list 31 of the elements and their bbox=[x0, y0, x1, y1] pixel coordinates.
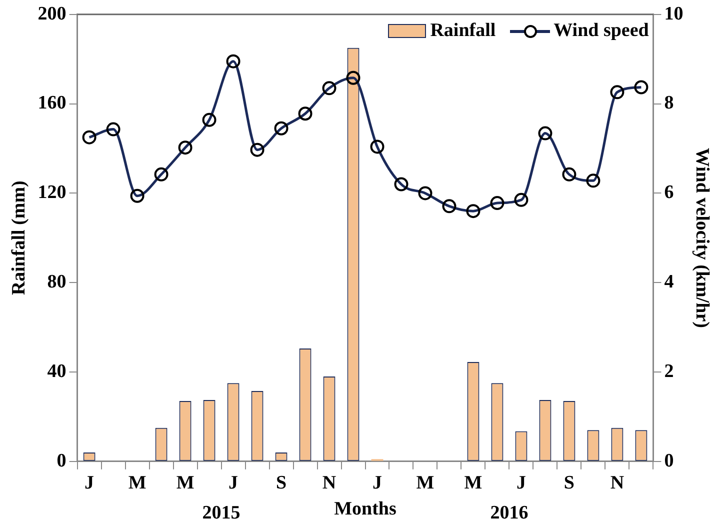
x-tick-label: S bbox=[564, 472, 575, 494]
x-tick-label: M bbox=[176, 472, 194, 494]
x-tick-label: N bbox=[610, 472, 624, 494]
x-tick-label: S bbox=[276, 472, 287, 494]
legend-label: Rainfall bbox=[430, 20, 496, 42]
y2-tick-label: 10 bbox=[664, 3, 684, 24]
y-tick-label: 80 bbox=[47, 272, 66, 293]
text: 2016 bbox=[490, 502, 528, 524]
y-tick-label: 0 bbox=[56, 450, 66, 472]
y-tick-label: 200 bbox=[38, 3, 66, 24]
x-tick-label: N bbox=[322, 472, 336, 494]
y2-axis-title: Wind velocity (km/hr) bbox=[692, 148, 713, 328]
y2-tick-label: 6 bbox=[664, 182, 674, 204]
text: 2015 bbox=[202, 502, 240, 524]
x-tick-label: M bbox=[128, 472, 146, 494]
y-tick-label: 120 bbox=[38, 182, 66, 204]
y-tick-label: 40 bbox=[47, 360, 66, 382]
legend-label: Wind speed bbox=[554, 20, 649, 42]
x-tick-label: M bbox=[416, 472, 434, 494]
y2-tick-label: 8 bbox=[664, 92, 674, 114]
y-axis-title: Rainfall (mm) bbox=[8, 180, 30, 296]
x-axis-title: Months bbox=[334, 498, 396, 520]
x-tick-label: J bbox=[84, 472, 94, 494]
y2-tick-label: 4 bbox=[664, 272, 674, 293]
y2-tick-label: 2 bbox=[664, 360, 674, 382]
x-tick-label: M bbox=[464, 472, 482, 494]
y2-tick-label: 0 bbox=[664, 450, 674, 472]
x-tick-label: J bbox=[228, 472, 238, 494]
x-tick-label: J bbox=[372, 472, 382, 494]
x-tick-label: J bbox=[516, 472, 526, 494]
y-tick-label: 160 bbox=[38, 92, 66, 114]
